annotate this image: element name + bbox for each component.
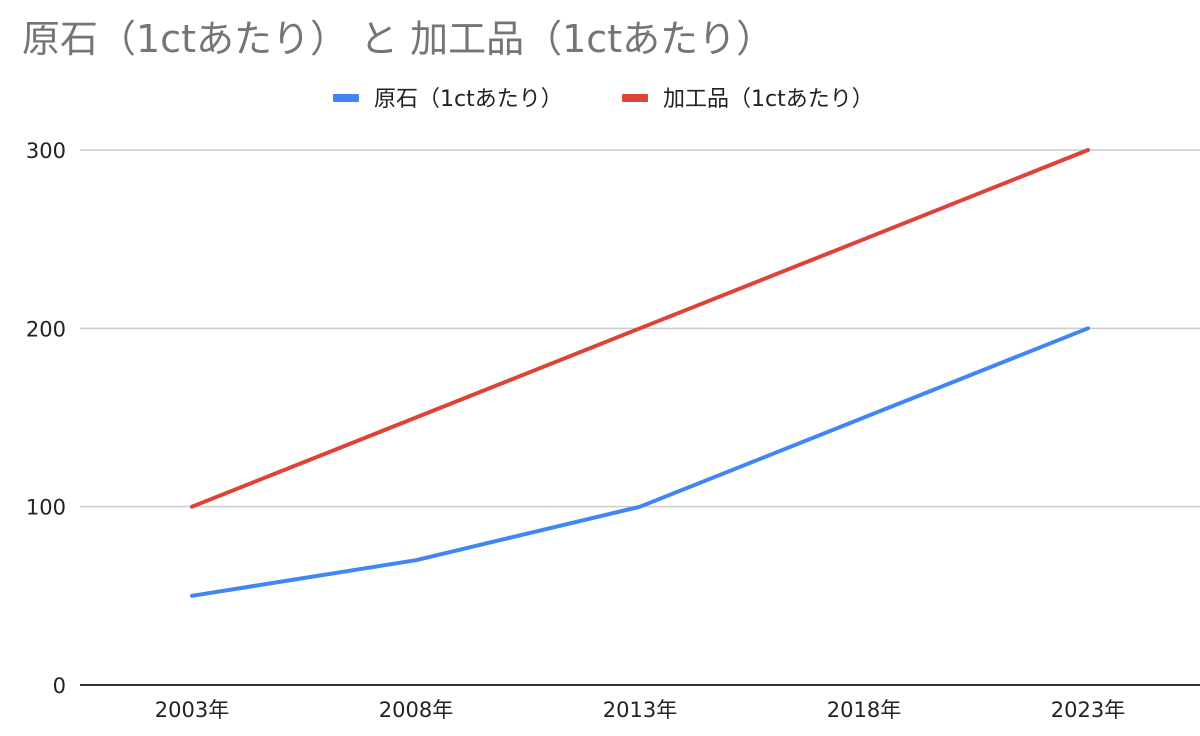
x-tick-label: 2023年	[1051, 698, 1125, 722]
y-tick-label: 300	[26, 139, 66, 163]
y-tick-label: 0	[53, 674, 66, 698]
y-axis-ticks: 0 100 200 300	[26, 139, 66, 698]
x-axis-ticks: 2003年 2008年 2013年 2018年 2023年	[155, 698, 1125, 722]
series-line-processed-product	[190, 148, 1090, 509]
y-tick-label: 100	[26, 496, 66, 520]
x-tick-label: 2013年	[603, 698, 677, 722]
series-line-rough-stone	[190, 326, 1090, 598]
legend-label-rough-stone: 原石（1ctあたり）	[374, 87, 563, 112]
y-tick-label: 200	[26, 317, 66, 341]
x-tick-label: 2008年	[379, 698, 453, 722]
legend-swatch-rough-stone	[333, 94, 359, 102]
legend-swatch-processed-product	[622, 94, 648, 102]
x-tick-label: 2018年	[827, 698, 901, 722]
x-tick-label: 2003年	[155, 698, 229, 722]
chart-title: 原石（1ctあたり） と 加工品（1ctあたり）	[22, 17, 774, 61]
series-lines	[190, 148, 1090, 598]
legend: 原石（1ctあたり） 加工品（1ctあたり）	[333, 87, 874, 112]
legend-label-processed-product: 加工品（1ctあたり）	[663, 87, 874, 112]
